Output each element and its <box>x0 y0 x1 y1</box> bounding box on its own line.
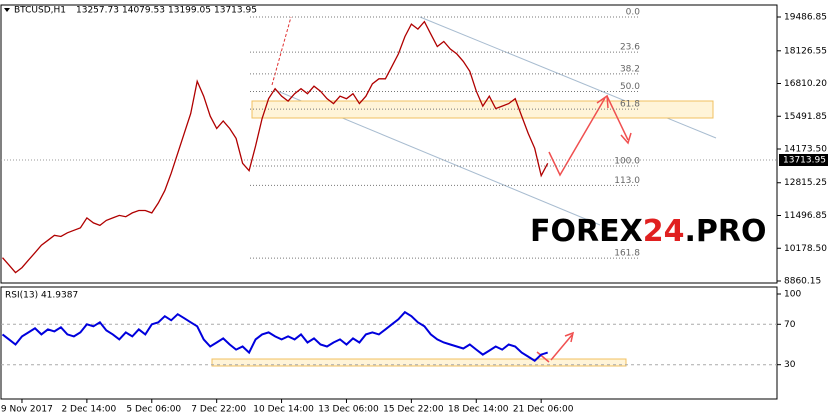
price-box <box>779 154 828 166</box>
fib-label: 0.0 <box>626 8 641 18</box>
open: 13257.73 <box>76 6 119 16</box>
y-tick-label: 70 <box>784 320 796 330</box>
fib-label: 113.0 <box>614 176 640 186</box>
rsi-title: RSI(13) 41.9387 <box>5 291 78 301</box>
y-tick-label: 11496.85 <box>784 211 827 221</box>
x-tick-label: 29 Nov 2017 <box>0 405 53 415</box>
high: 14079.53 <box>122 6 165 16</box>
main-panel <box>0 4 778 284</box>
x-tick-label: 15 Dec 22:00 <box>383 405 444 415</box>
y-tick-label: 19486.85 <box>784 13 827 23</box>
y-tick-label: 18126.55 <box>784 46 827 56</box>
fib-label: 161.8 <box>614 249 640 259</box>
y-tick-label: 12815.25 <box>784 178 827 188</box>
fib-label: 38.2 <box>620 64 640 74</box>
fib-label: 61.8 <box>620 100 640 110</box>
symbol: BTCUSD,H1 <box>14 6 66 16</box>
x-tick-label: 13 Dec 06:00 <box>318 405 379 415</box>
y-tick-label: 14173.50 <box>784 145 827 155</box>
x-tick-label: 7 Dec 22:00 <box>191 405 246 415</box>
y-tick-label: 8860.15 <box>784 277 821 287</box>
x-tick-label: 10 Dec 14:00 <box>253 405 314 415</box>
price-line <box>2 20 549 274</box>
y-tick-label: 10178.50 <box>784 244 827 254</box>
fib-label: 100.0 <box>614 157 640 167</box>
price-label: 13713.95 <box>783 156 826 166</box>
fib-label: 50.0 <box>620 82 640 92</box>
forecast-arrows <box>536 94 632 363</box>
low: 13199.05 <box>168 6 211 16</box>
watermark: FOREX24.PRO <box>530 214 766 249</box>
y-tick-label: 100 <box>784 290 801 300</box>
rsi-panel <box>0 286 778 400</box>
close: 13713.95 <box>214 6 257 16</box>
rsi-zone <box>211 358 627 367</box>
y-tick-label: 15491.85 <box>784 112 827 122</box>
trend-line <box>271 16 292 86</box>
rsi-line <box>1 310 548 362</box>
y-tick-label: 16810.20 <box>784 79 827 89</box>
y-tick-label: 30 <box>784 360 796 370</box>
x-tick-label: 5 Dec 06:00 <box>126 405 181 415</box>
x-tick-label: 18 Dec 14:00 <box>448 405 509 415</box>
resistance-zone <box>251 100 714 119</box>
fib-label: 23.6 <box>620 43 640 53</box>
menu-icon <box>4 8 10 12</box>
x-tick-label: 2 Dec 14:00 <box>61 405 116 415</box>
x-tick-label: 21 Dec 06:00 <box>513 405 574 415</box>
